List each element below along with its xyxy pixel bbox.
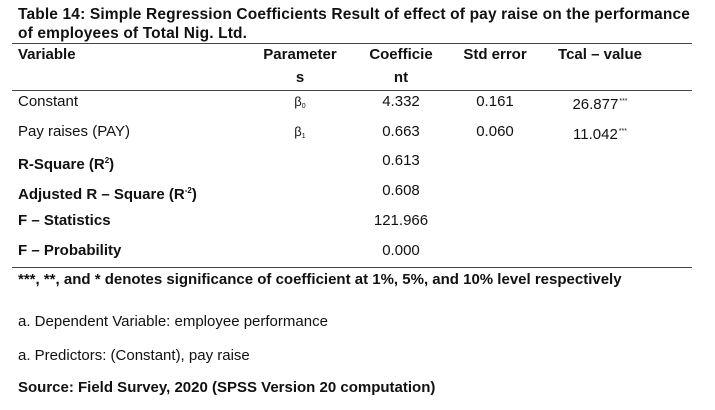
header-top-rule	[12, 43, 692, 44]
row-tcal: 26.877***	[572, 96, 628, 113]
row-coefficient: 0.663	[382, 123, 420, 140]
row-std-error: 0.060	[476, 123, 514, 140]
stat-label: Adjusted R – Square (R-2)	[18, 186, 197, 203]
row-parameter: β1	[294, 124, 306, 140]
header-coefficient: Coefficie nt	[358, 46, 444, 86]
significance-note: ***, **, and * denotes significance of c…	[18, 271, 622, 288]
header-variable: Variable	[18, 46, 76, 63]
row-tcal: 11.042***	[573, 126, 627, 143]
predictors-note: a. Predictors: (Constant), pay raise	[18, 347, 250, 364]
stat-label: R-Square (R2)	[18, 156, 115, 173]
header-coefficient-line2: nt	[393, 69, 409, 86]
row-variable: Pay raises (PAY)	[18, 123, 130, 140]
header-parameters-line2: s	[295, 69, 305, 86]
stat-label: F – Probability	[18, 242, 122, 259]
header-coefficient-line1: Coefficie	[369, 46, 433, 63]
row-parameter: β0	[294, 94, 306, 110]
row-std-error: 0.161	[476, 93, 514, 110]
header-parameters: Parameter s	[255, 46, 345, 86]
stat-value: 0.613	[382, 152, 420, 169]
stat-value: 121.966	[373, 212, 429, 229]
dependent-variable-note: a. Dependent Variable: employee performa…	[18, 313, 328, 330]
header-bottom-rule	[12, 90, 692, 91]
source-note: Source: Field Survey, 2020 (SPSS Version…	[18, 379, 436, 396]
stat-value: 0.608	[382, 182, 420, 199]
table-bottom-rule	[12, 267, 692, 268]
row-coefficient: 4.332	[382, 93, 420, 110]
header-std-error: Std error	[463, 46, 527, 63]
table-title: Table 14: Simple Regression Coefficients…	[18, 6, 690, 42]
row-variable: Constant	[18, 93, 79, 110]
header-parameters-line1: Parameter	[263, 46, 337, 63]
stat-label: F – Statistics	[18, 212, 111, 229]
header-tcal: Tcal – value	[558, 46, 642, 63]
stat-value: 0.000	[382, 242, 420, 259]
